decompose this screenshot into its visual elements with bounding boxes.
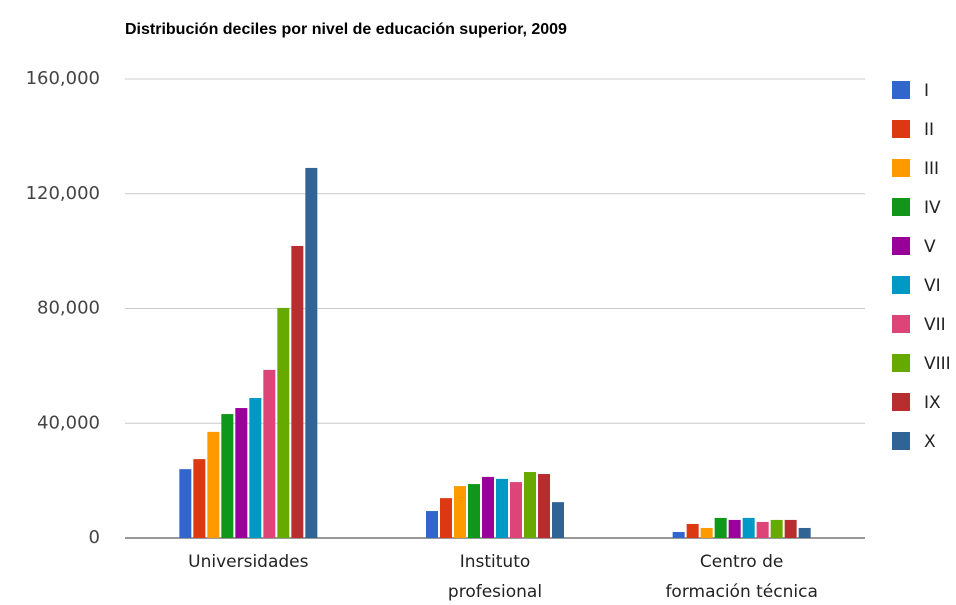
legend-label: VIII: [924, 354, 951, 374]
legend-label: VI: [924, 276, 941, 296]
bar: [756, 521, 769, 538]
bar: [510, 482, 522, 538]
y-tick-label: 80,000: [37, 298, 100, 319]
legend-swatch: [892, 237, 910, 255]
bar: [686, 523, 699, 538]
bar: [291, 245, 304, 538]
bar: [468, 484, 480, 538]
bar: [552, 502, 564, 538]
legend-label: X: [924, 432, 936, 452]
legend-label: I: [924, 81, 929, 101]
bar: [454, 486, 466, 538]
bar: [221, 414, 234, 538]
bar: [277, 307, 290, 538]
legend-label: II: [924, 120, 934, 140]
bar: [524, 472, 536, 538]
legend-swatch: [892, 276, 910, 294]
bar: [426, 511, 438, 538]
legend-label: III: [924, 159, 939, 179]
bar: [249, 398, 262, 538]
bar: [672, 531, 685, 538]
bar: [440, 498, 452, 538]
y-tick-label: 40,000: [37, 412, 100, 433]
legend-swatch: [892, 315, 910, 333]
legend-swatch: [892, 120, 910, 138]
bar: [482, 476, 494, 538]
bar: [263, 369, 276, 538]
y-tick-label: 120,000: [26, 183, 100, 204]
x-tick-label: Instituto profesional: [447, 552, 543, 602]
bar: [770, 519, 783, 538]
bar: [700, 527, 713, 538]
legend-label: VII: [924, 315, 946, 335]
legend-swatch: [892, 354, 910, 372]
y-tick-label: 160,000: [26, 68, 100, 89]
bar: [728, 519, 741, 538]
y-tick-label: 0: [89, 527, 100, 548]
legend-swatch: [892, 198, 910, 216]
chart-title: Distribución deciles por nivel de educac…: [125, 21, 567, 38]
bar: [179, 469, 192, 538]
legend-swatch: [892, 432, 910, 450]
legend-swatch: [892, 81, 910, 99]
x-tick-label: Universidades: [188, 552, 309, 572]
x-tick-label: Centro de formación técnica: [665, 552, 818, 602]
legend-swatch: [892, 393, 910, 411]
legend-label: IX: [924, 393, 941, 413]
legend-swatch: [892, 159, 910, 177]
bar: [193, 459, 206, 538]
bar: [305, 167, 318, 538]
bar: [207, 431, 220, 538]
bar: [784, 519, 797, 538]
bar: [538, 474, 550, 538]
bar: [798, 527, 811, 538]
bar: [496, 478, 508, 538]
legend-label: V: [924, 237, 936, 257]
bar: [714, 517, 727, 538]
bar: [235, 408, 248, 538]
legend-label: IV: [924, 198, 941, 218]
bar: [742, 517, 755, 538]
